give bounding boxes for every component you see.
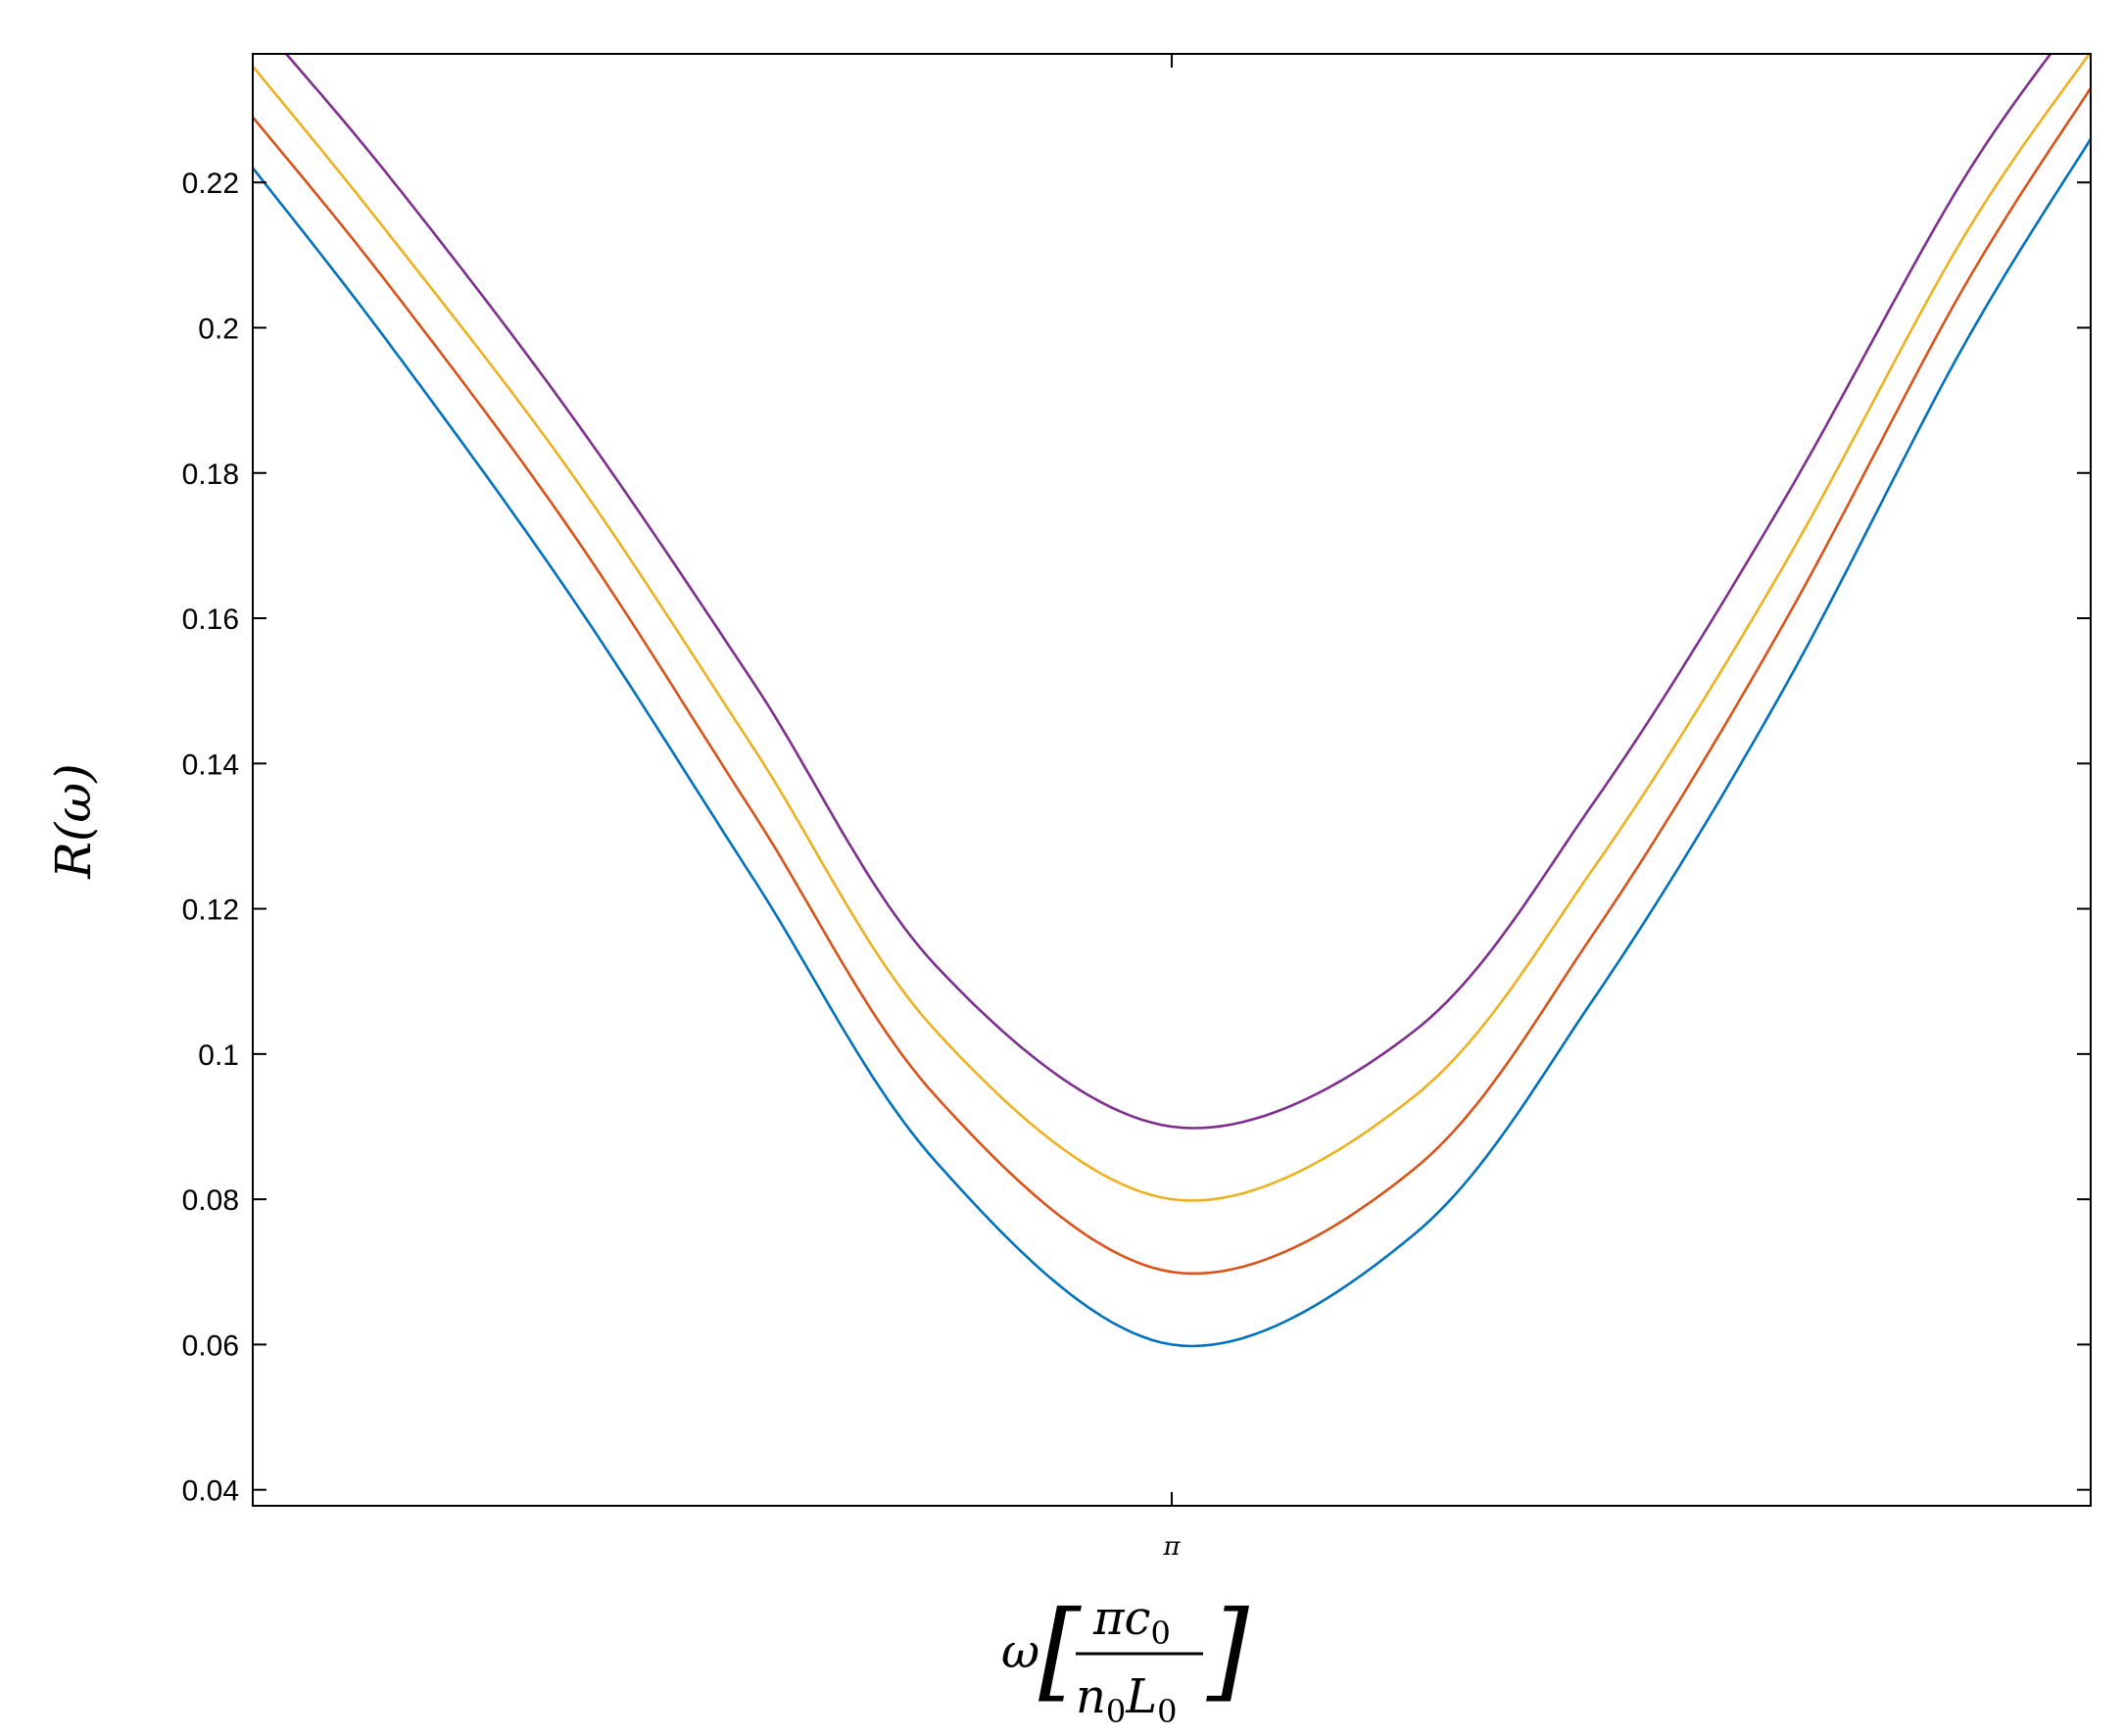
plot-frame xyxy=(252,53,2092,1507)
series-line-4 xyxy=(284,54,2052,1130)
y-tick-label: 0.22 xyxy=(182,168,239,200)
y-tick-label: 0.2 xyxy=(198,313,239,345)
series-line-2 xyxy=(253,87,2091,1276)
y-tick-label: 0.12 xyxy=(182,894,239,927)
x-axis-label-numerator-sub: 0 xyxy=(1150,1615,1170,1652)
series-line-3 xyxy=(253,54,2091,1202)
x-axis-label: ω [ πc0 n0L0 ] xyxy=(1001,1587,1250,1730)
tick-layer: 0.04 0.06 0.08 0.1 0.12 0.14 0.16 0.18 0.2 0.22 π xyxy=(182,54,2091,1562)
y-tick-label: 0.1 xyxy=(198,1039,239,1072)
x-axis-label-left-bracket: [ xyxy=(1038,1587,1082,1712)
y-tick-label: 0.08 xyxy=(182,1184,239,1217)
y-tick-label: 0.18 xyxy=(182,458,239,491)
x-axis-label-denominator: n0L0 xyxy=(1076,1669,1178,1730)
x-axis-label-right-bracket: ] xyxy=(1206,1587,1250,1712)
y-axis-label: R(ω) xyxy=(45,763,102,879)
series-layer xyxy=(253,54,2091,1348)
series-line-1 xyxy=(253,138,2091,1348)
x-axis-label-numerator: πc0 xyxy=(1092,1591,1171,1652)
x-axis-label-denominator-L: L xyxy=(1125,1669,1157,1724)
x-axis-label-denominator-n-sub: 0 xyxy=(1106,1693,1126,1730)
x-tick-label: π xyxy=(1162,1532,1181,1562)
y-tick-label: 0.14 xyxy=(182,748,239,781)
y-tick-label: 0.04 xyxy=(182,1475,239,1508)
x-axis-label-denominator-n: n xyxy=(1076,1669,1106,1724)
y-tick-label: 0.06 xyxy=(182,1329,239,1362)
x-axis-label-numerator-main: πc xyxy=(1092,1591,1150,1646)
x-axis-label-denominator-L-sub: 0 xyxy=(1157,1693,1177,1730)
y-tick-label: 0.16 xyxy=(182,603,239,636)
x-axis-label-prefix: ω xyxy=(1001,1624,1039,1679)
